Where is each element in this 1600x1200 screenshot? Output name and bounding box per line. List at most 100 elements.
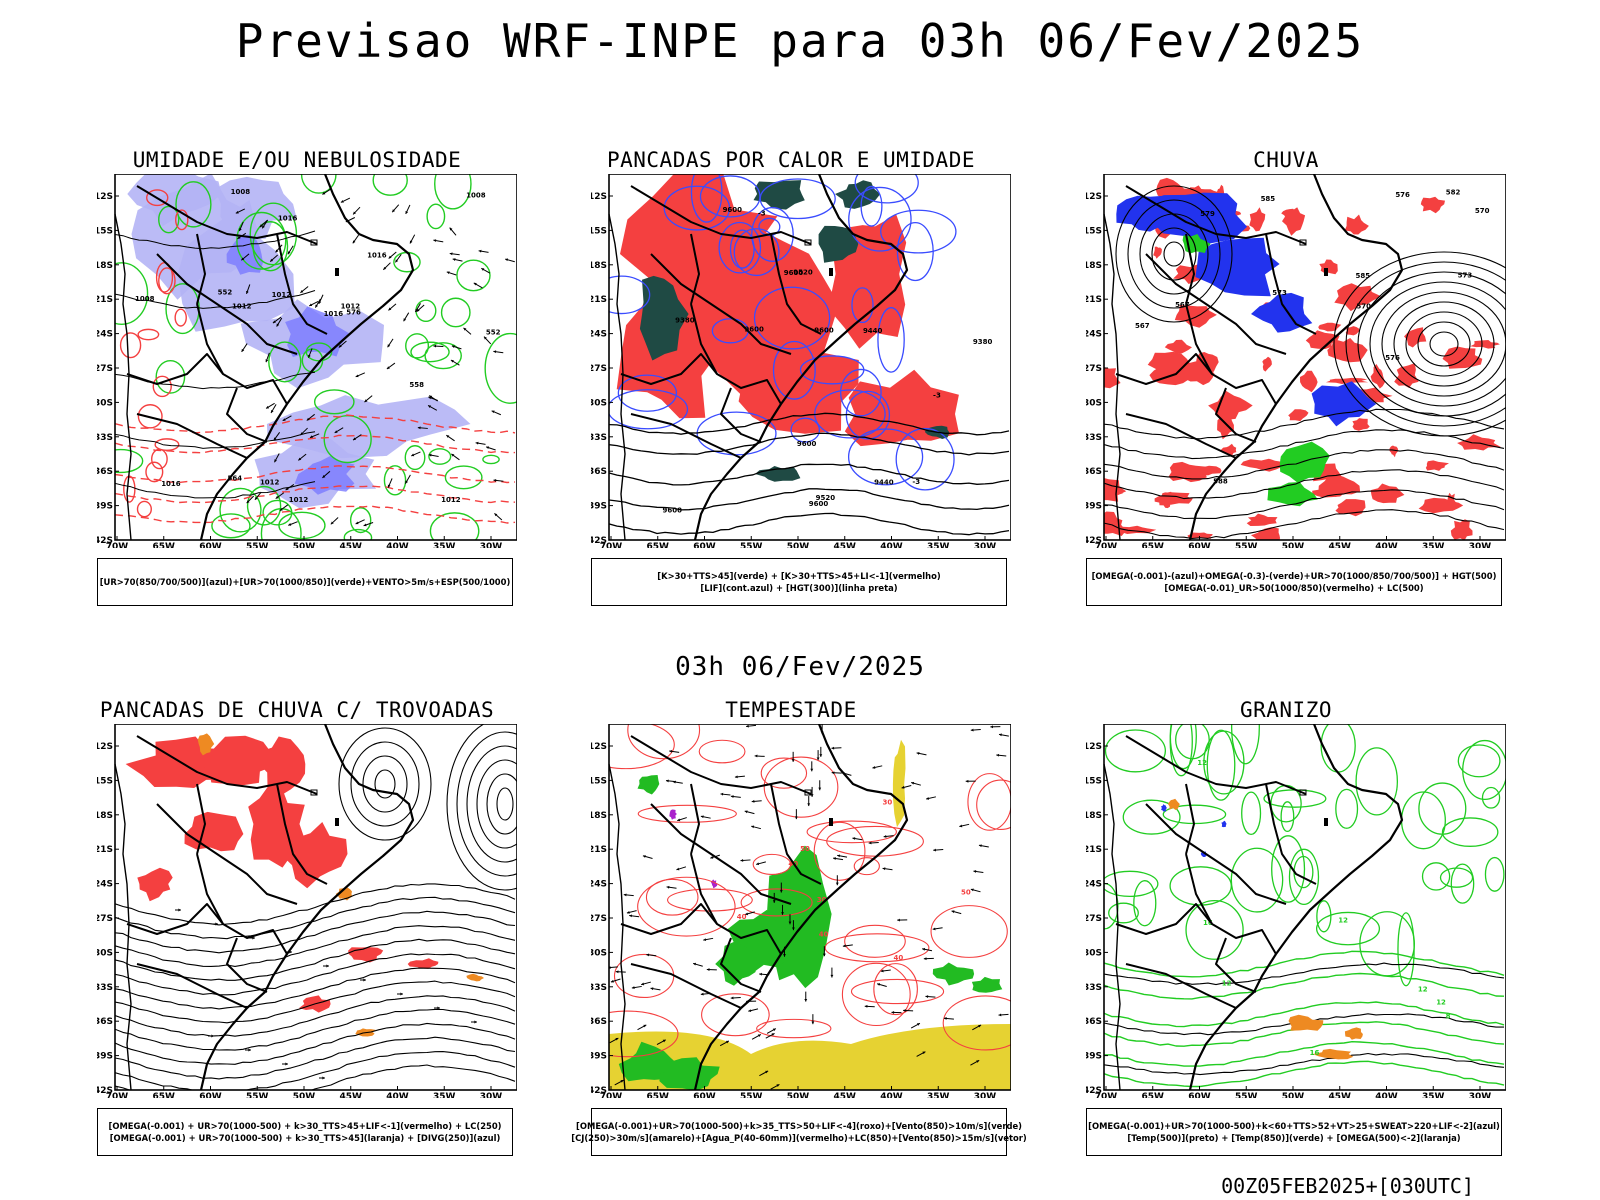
instability-green-area [755, 466, 801, 482]
contour-label: 1008 [231, 188, 251, 196]
coastline [1188, 174, 1404, 541]
country-border [690, 783, 700, 855]
wind-vector [791, 751, 795, 762]
wind-vector [872, 765, 883, 769]
contour-label: 1012 [441, 496, 461, 504]
wind-vector [340, 197, 351, 203]
wind-vector [235, 208, 246, 214]
hgt300-contour [609, 432, 1010, 456]
contour-label: 9600 [814, 326, 834, 334]
wind-vector [481, 267, 491, 274]
wind-vector [637, 1024, 647, 1031]
wind-vector [446, 271, 457, 276]
panel-legend: [OMEGA(-0.001)-(azul)+OMEGA(-0.3)-(verde… [1086, 558, 1502, 606]
lifted-index-contour [851, 287, 874, 324]
wind-vector [265, 402, 275, 409]
map-geography [1103, 724, 1404, 1091]
legend-line: [K>30+TTS>45](verde) + [K>30+TTS>45+LI<-… [657, 571, 941, 581]
temp850-contour [1335, 788, 1359, 829]
rain-red-area [1429, 199, 1440, 207]
lat-label: 36S [1086, 1017, 1102, 1027]
lon-label: 35W [927, 1092, 950, 1098]
country-border [690, 233, 700, 305]
lifted-index-contour [609, 389, 689, 430]
temp850-contour [1108, 902, 1139, 924]
lat-label: 12S [1086, 192, 1102, 202]
panel-title: UMIDADE E/OU NEBULOSIDADE [132, 148, 462, 172]
lake [1324, 818, 1328, 826]
contour-label: 579 [1200, 210, 1215, 218]
lake [335, 268, 339, 276]
contour-label: -3 [758, 210, 766, 218]
precip-water-contour [701, 993, 770, 1037]
lon-label: 65W [647, 542, 670, 548]
precip-water-contour [967, 773, 1011, 831]
wind-vector [970, 728, 981, 732]
wind-vector [246, 495, 255, 504]
legend-line: [OMEGA(-0.001) + UR>70(1000-500) + k>30_… [108, 1121, 502, 1131]
lon-label: 40W [880, 542, 903, 548]
wind-vector [970, 888, 981, 893]
precip-water-contour [763, 756, 839, 818]
contour-label: 1012 [260, 479, 280, 487]
streamline [115, 1036, 516, 1080]
wind-vector [629, 914, 640, 918]
pressure-contour [115, 431, 316, 449]
lon-label: 70W [106, 542, 129, 548]
wind-vector [700, 815, 711, 819]
country-border [770, 233, 822, 335]
streamline-ring [338, 727, 432, 841]
contour-label: 9600 [663, 507, 683, 515]
rain-red-area [1344, 214, 1369, 235]
wind-vector [288, 521, 298, 526]
wind-vector [719, 1040, 730, 1047]
wind-vector [318, 294, 324, 305]
lat-label: 21S [1086, 295, 1102, 305]
country-border [156, 253, 298, 355]
wind-vector [276, 317, 283, 327]
lifted-index-contour [753, 286, 831, 350]
wind-vector [788, 914, 792, 925]
rain-red-area [1418, 497, 1464, 514]
lat-label: 36S [97, 467, 113, 477]
wind-vector [427, 404, 438, 411]
humidity-green-contour [428, 448, 452, 465]
wind-vector [241, 253, 250, 261]
precip-water-contour [976, 779, 1011, 830]
precip-water-contour [942, 995, 1011, 1051]
hgt500-ring [1393, 301, 1495, 387]
lifted-index-contour [663, 185, 731, 231]
wind-vector [745, 724, 757, 728]
wind-vector [897, 918, 908, 922]
lifted-index-contour [759, 178, 836, 220]
lat-label: 42S [591, 536, 607, 546]
wind-vector [822, 946, 826, 957]
wind-vector [285, 483, 295, 491]
country-border [1265, 233, 1317, 335]
country-border [196, 853, 288, 955]
contour-label: 582 [1446, 188, 1461, 196]
lake [804, 239, 812, 246]
wind-vector [416, 304, 425, 312]
wind-vector [414, 303, 421, 313]
pressure-contour [115, 230, 316, 250]
country-border [1145, 803, 1287, 905]
lat-label: 30S [591, 948, 607, 958]
wind-vector [833, 857, 844, 861]
rain-red-area [1370, 364, 1386, 389]
contour-label: 1016 [161, 480, 181, 488]
thickness-dashed-line [115, 414, 516, 434]
lon-label: 50W [787, 542, 810, 548]
wind-vector [409, 234, 416, 244]
thickness-dashed-line [115, 434, 516, 454]
lifted-index-contour [877, 307, 905, 373]
instability-green-area [818, 225, 859, 263]
lat-label: 24S [97, 330, 113, 340]
panel-pancadas-calor: PANCADAS POR CALOR E UMIDADE 9600 9600 960… [571, 148, 1011, 608]
hgt500-contour [1104, 469, 1505, 500]
temp850-contour [1169, 724, 1193, 777]
precip-water-contour [609, 1010, 679, 1058]
